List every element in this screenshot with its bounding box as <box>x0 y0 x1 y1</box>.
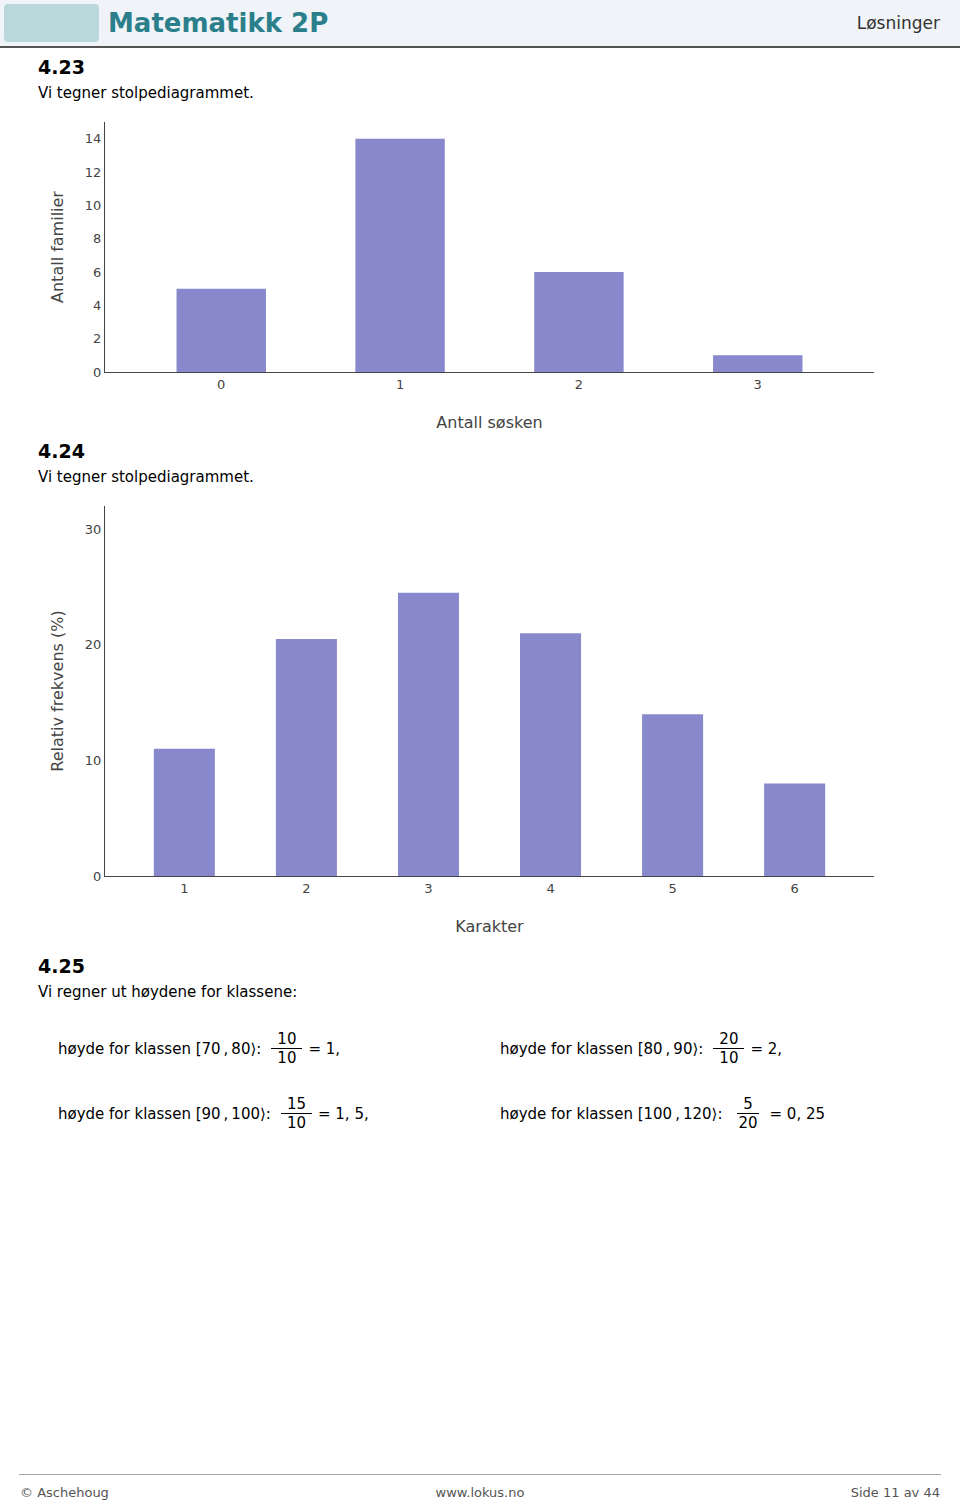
svg-text:0: 0 <box>93 869 101 884</box>
svg-text:12: 12 <box>85 165 102 180</box>
svg-text:1: 1 <box>396 377 404 392</box>
svg-text:14: 14 <box>85 131 102 146</box>
svg-text:Antall familier: Antall familier <box>48 191 67 303</box>
svg-text:20: 20 <box>85 637 102 652</box>
svg-text:6: 6 <box>93 265 101 280</box>
svg-text:4: 4 <box>93 298 101 313</box>
svg-text:Karakter: Karakter <box>455 917 524 936</box>
html-text:10: 10 <box>286 1114 306 1132</box>
html-text:Løsninger: Løsninger <box>856 13 940 33</box>
html-text:20: 20 <box>738 1114 758 1132</box>
svg-text:6: 6 <box>791 881 799 896</box>
svg-text:Antall søsken: Antall søsken <box>436 413 542 432</box>
html-text:høyde for klassen [70 , 80⟩:: høyde for klassen [70 , 80⟩: <box>58 1039 262 1058</box>
svg-text:2: 2 <box>93 331 101 346</box>
html-text:= 0, 25: = 0, 25 <box>769 1104 825 1123</box>
html-text:Vi tegner stolpediagrammet.: Vi tegner stolpediagrammet. <box>38 468 254 486</box>
html-text:Matematikk 2P: Matematikk 2P <box>108 8 329 38</box>
html-text:4.25: 4.25 <box>38 955 85 977</box>
svg-text:8: 8 <box>93 231 101 246</box>
html-text:4.24: 4.24 <box>38 440 85 462</box>
svg-text:30: 30 <box>85 522 102 537</box>
html-text:= 2,: = 2, <box>750 1039 783 1058</box>
svg-text:5: 5 <box>668 881 676 896</box>
html-text:høyde for klassen [80 , 90⟩:: høyde for klassen [80 , 90⟩: <box>500 1039 704 1058</box>
html-text:www.lokus.no: www.lokus.no <box>435 1485 525 1500</box>
html-text:10: 10 <box>719 1049 739 1067</box>
svg-text:4: 4 <box>546 881 554 896</box>
html-text:20: 20 <box>719 1030 739 1048</box>
html-text:høyde for klassen [90 , 100⟩:: høyde for klassen [90 , 100⟩: <box>58 1104 271 1123</box>
html-text:5: 5 <box>743 1095 753 1113</box>
html-text:4.23: 4.23 <box>38 56 85 78</box>
svg-text:0: 0 <box>217 377 225 392</box>
html-text:15: 15 <box>286 1095 306 1113</box>
html-text:Vi tegner stolpediagrammet.: Vi tegner stolpediagrammet. <box>38 84 254 102</box>
svg-text:10: 10 <box>85 198 102 213</box>
svg-text:1: 1 <box>180 881 188 896</box>
html-text:høyde for klassen [100 , 120⟩:: høyde for klassen [100 , 120⟩: <box>500 1104 723 1123</box>
svg-text:2: 2 <box>575 377 583 392</box>
svg-text:0: 0 <box>93 365 101 380</box>
svg-text:Relativ frekvens (%): Relativ frekvens (%) <box>48 610 67 771</box>
html-text:10: 10 <box>277 1049 297 1067</box>
svg-text:3: 3 <box>424 881 432 896</box>
html-text:10: 10 <box>277 1030 297 1048</box>
html-text:Side 11 av 44: Side 11 av 44 <box>850 1485 940 1500</box>
html-text:Vi regner ut høydene for klass: Vi regner ut høydene for klassene: <box>38 983 298 1001</box>
html-text:= 1, 5,: = 1, 5, <box>318 1104 369 1123</box>
html-text:= 1,: = 1, <box>308 1039 341 1058</box>
svg-text:3: 3 <box>754 377 762 392</box>
svg-text:2: 2 <box>302 881 310 896</box>
html-text:© Aschehoug: © Aschehoug <box>20 1485 109 1500</box>
svg-text:10: 10 <box>85 753 102 768</box>
